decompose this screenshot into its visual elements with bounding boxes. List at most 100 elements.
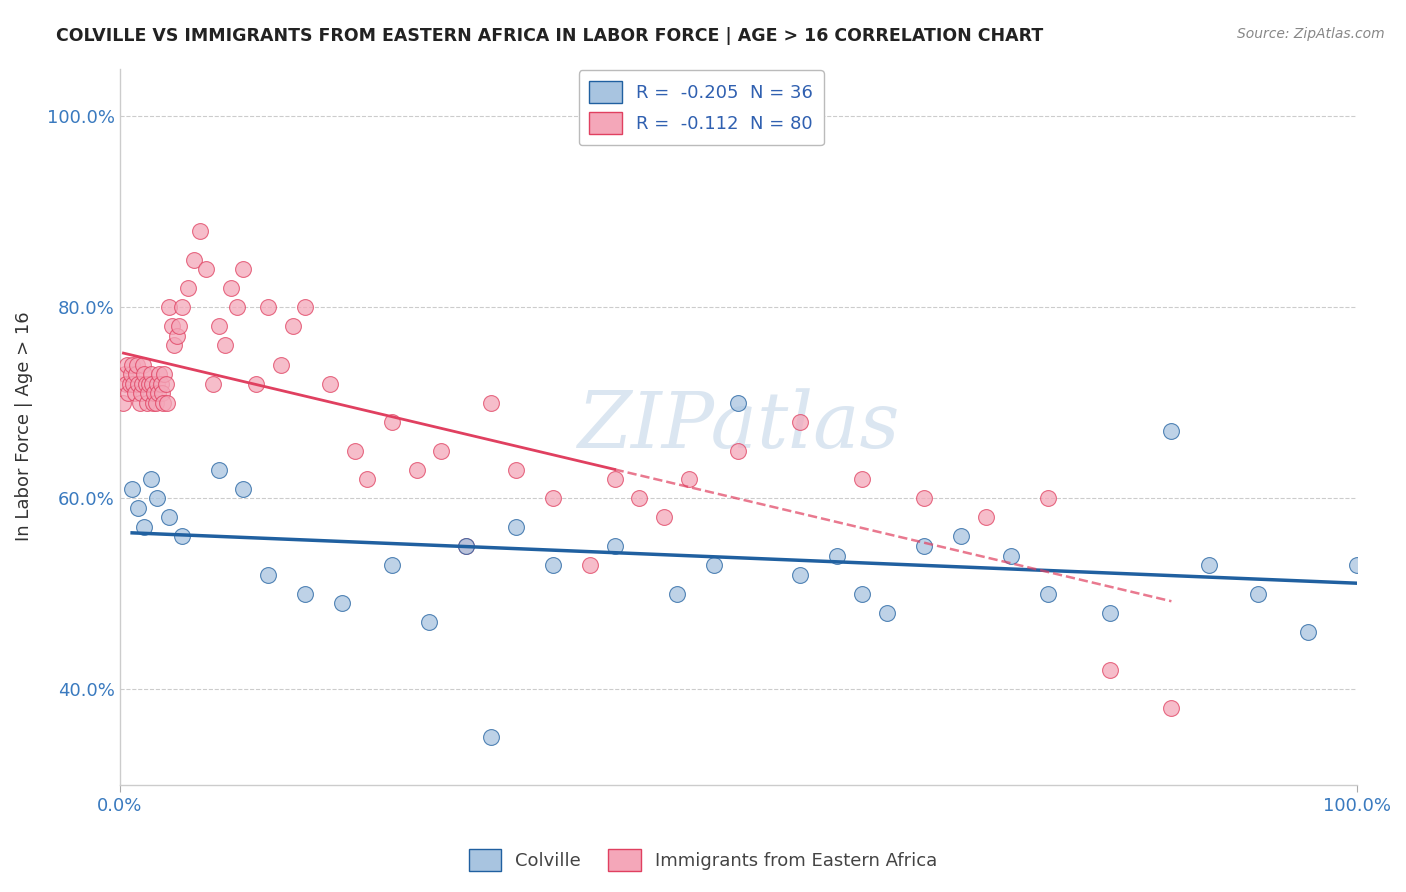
Point	[139, 472, 162, 486]
Point	[166, 329, 188, 343]
Point	[128, 396, 150, 410]
Point	[294, 587, 316, 601]
Point	[114, 367, 136, 381]
Point	[155, 376, 177, 391]
Point	[146, 376, 169, 391]
Y-axis label: In Labor Force | Age > 16: In Labor Force | Age > 16	[15, 312, 32, 541]
Point	[152, 396, 174, 410]
Point	[950, 529, 973, 543]
Point	[381, 558, 404, 573]
Point	[505, 462, 527, 476]
Point	[138, 376, 160, 391]
Point	[418, 615, 440, 630]
Point	[456, 539, 478, 553]
Point	[789, 415, 811, 429]
Point	[127, 376, 149, 391]
Point	[167, 319, 190, 334]
Point	[343, 443, 366, 458]
Point	[219, 281, 242, 295]
Point	[1160, 701, 1182, 715]
Point	[281, 319, 304, 334]
Point	[1098, 663, 1121, 677]
Point	[912, 539, 935, 553]
Point	[226, 300, 249, 314]
Point	[505, 520, 527, 534]
Point	[163, 338, 186, 352]
Point	[121, 358, 143, 372]
Point	[146, 491, 169, 506]
Point	[170, 300, 193, 314]
Point	[1036, 587, 1059, 601]
Point	[127, 500, 149, 515]
Point	[727, 443, 749, 458]
Point	[214, 338, 236, 352]
Point	[118, 376, 141, 391]
Legend: R =  -0.205  N = 36, R =  -0.112  N = 80: R = -0.205 N = 36, R = -0.112 N = 80	[578, 70, 824, 145]
Point	[727, 396, 749, 410]
Text: COLVILLE VS IMMIGRANTS FROM EASTERN AFRICA IN LABOR FORCE | AGE > 16 CORRELATION: COLVILLE VS IMMIGRANTS FROM EASTERN AFRI…	[56, 27, 1043, 45]
Text: Source: ZipAtlas.com: Source: ZipAtlas.com	[1237, 27, 1385, 41]
Point	[319, 376, 342, 391]
Point	[153, 367, 176, 381]
Point	[603, 472, 626, 486]
Point	[135, 376, 157, 391]
Point	[136, 396, 159, 410]
Point	[1098, 606, 1121, 620]
Point	[112, 396, 135, 410]
Point	[270, 358, 292, 372]
Point	[332, 596, 354, 610]
Point	[652, 510, 675, 524]
Point	[851, 472, 873, 486]
Point	[356, 472, 378, 486]
Point	[232, 482, 254, 496]
Point	[183, 252, 205, 267]
Point	[1346, 558, 1368, 573]
Point	[131, 376, 153, 391]
Point	[665, 587, 688, 601]
Point	[678, 472, 700, 486]
Point	[1247, 587, 1270, 601]
Point	[1160, 425, 1182, 439]
Point	[134, 520, 156, 534]
Point	[124, 386, 146, 401]
Point	[245, 376, 267, 391]
Point	[188, 224, 211, 238]
Point	[912, 491, 935, 506]
Point	[208, 319, 231, 334]
Point	[132, 358, 155, 372]
Point	[232, 262, 254, 277]
Point	[170, 529, 193, 543]
Point	[141, 376, 163, 391]
Point	[479, 730, 502, 744]
Point	[122, 376, 145, 391]
Point	[157, 300, 180, 314]
Point	[603, 539, 626, 553]
Point	[579, 558, 602, 573]
Point	[148, 367, 170, 381]
Point	[146, 386, 169, 401]
Point	[115, 376, 138, 391]
Point	[201, 376, 224, 391]
Point	[430, 443, 453, 458]
Point	[145, 396, 167, 410]
Point	[703, 558, 725, 573]
Point	[974, 510, 997, 524]
Point	[156, 396, 179, 410]
Point	[150, 386, 173, 401]
Point	[851, 587, 873, 601]
Point	[121, 482, 143, 496]
Point	[1036, 491, 1059, 506]
Point	[160, 319, 183, 334]
Point	[115, 358, 138, 372]
Point	[628, 491, 651, 506]
Point	[479, 396, 502, 410]
Point	[143, 386, 166, 401]
Point	[1296, 624, 1319, 639]
Text: ZIPatlas: ZIPatlas	[578, 389, 900, 465]
Point	[149, 376, 172, 391]
Point	[257, 567, 280, 582]
Point	[208, 462, 231, 476]
Point	[142, 396, 165, 410]
Point	[456, 539, 478, 553]
Point	[157, 510, 180, 524]
